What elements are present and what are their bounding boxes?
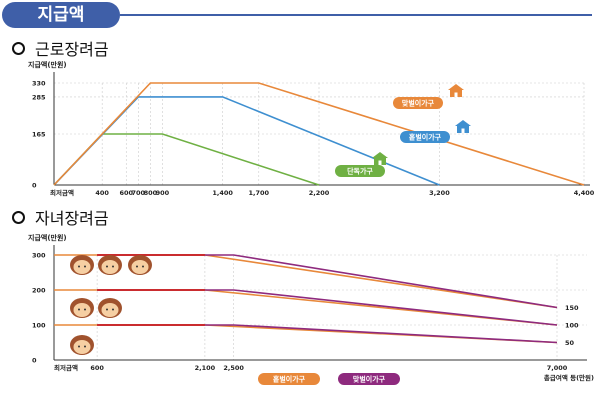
- y-tick-label: 0: [32, 357, 37, 365]
- legend-dual-earner-bg: [338, 373, 400, 385]
- bullet-icon: [12, 42, 25, 55]
- x-tick-label: 600: [119, 189, 133, 197]
- legend-single-earner: 홑벌이가구: [273, 375, 306, 384]
- house-icon: [372, 152, 388, 165]
- x-tick-label: 600: [90, 364, 104, 372]
- y-tick-label: 285: [32, 93, 46, 101]
- x-tick-label: 1,700: [248, 189, 269, 197]
- y-tick-label: 100: [32, 322, 46, 330]
- series-line-4: [54, 324, 558, 344]
- header-tab: 지급액: [2, 2, 120, 28]
- series-label-single: 단독가구: [347, 167, 373, 176]
- legend-single-earner-bg: [258, 373, 320, 385]
- section-title-child: 자녀장려금: [12, 205, 109, 229]
- legend-dual-earner: 맞벌이가구: [353, 375, 386, 384]
- y-axis-label: 지급액(만원): [28, 233, 67, 242]
- header-divider: [120, 14, 592, 16]
- house-icon: [448, 84, 464, 97]
- x-tick-label: 900: [156, 189, 170, 197]
- x-axis-label: 총급여액 등(만원): [544, 373, 594, 382]
- x-tick-label: 700: [132, 189, 146, 197]
- section-title-text: 자녀장려금: [35, 209, 109, 228]
- child-face-icon: [128, 255, 152, 275]
- y-axis-label: 지급액(만원): [28, 60, 67, 69]
- y-tick-label: 300: [32, 252, 46, 260]
- x-tick-label: 2,500: [223, 364, 244, 372]
- series-label-single-earner: 홑벌이가구: [409, 133, 442, 142]
- child-face-icon: [98, 255, 122, 275]
- series-label-single-bg: [335, 165, 385, 177]
- series-line-5: [97, 324, 558, 344]
- y-tick-label: 200: [32, 287, 46, 295]
- x-tick-label: 4,400: [574, 189, 595, 197]
- x-min-label: 최저금액: [50, 188, 74, 197]
- x-tick-label: 3,200: [429, 189, 450, 197]
- x-tick-label: 800: [144, 189, 158, 197]
- x-tick-label: 2,100: [195, 364, 216, 372]
- bullet-icon: [12, 211, 25, 224]
- x-tick-label: 2,200: [309, 189, 330, 197]
- x-tick-label: 1,400: [212, 189, 233, 197]
- section-title-text: 근로장려금: [35, 40, 109, 59]
- section-title-work: 근로장려금: [12, 36, 109, 60]
- child-face-icon: [70, 298, 94, 318]
- y-tick-label: 165: [32, 131, 46, 139]
- end-value-label: 150: [565, 304, 579, 312]
- end-value-label: 50: [565, 339, 575, 347]
- y-tick-label: 330: [32, 80, 46, 88]
- series-line-3: [97, 289, 558, 326]
- x-tick-label: 400: [95, 189, 109, 197]
- child-face-icon: [98, 298, 122, 318]
- y-tick-label: 0: [32, 182, 37, 190]
- child-face-icon: [70, 335, 94, 355]
- series-label-dual-earner-bg: [393, 97, 443, 109]
- series-label-single-earner-bg: [400, 131, 450, 143]
- child-face-icon: [70, 255, 94, 275]
- end-value-label: 100: [565, 322, 579, 330]
- x-min-label: 최저금액: [54, 363, 78, 372]
- house-icon: [455, 120, 471, 133]
- series-label-dual-earner: 맞벌이가구: [402, 99, 435, 108]
- header-title: 지급액: [37, 5, 85, 25]
- x-tick-label: 7,000: [547, 364, 568, 372]
